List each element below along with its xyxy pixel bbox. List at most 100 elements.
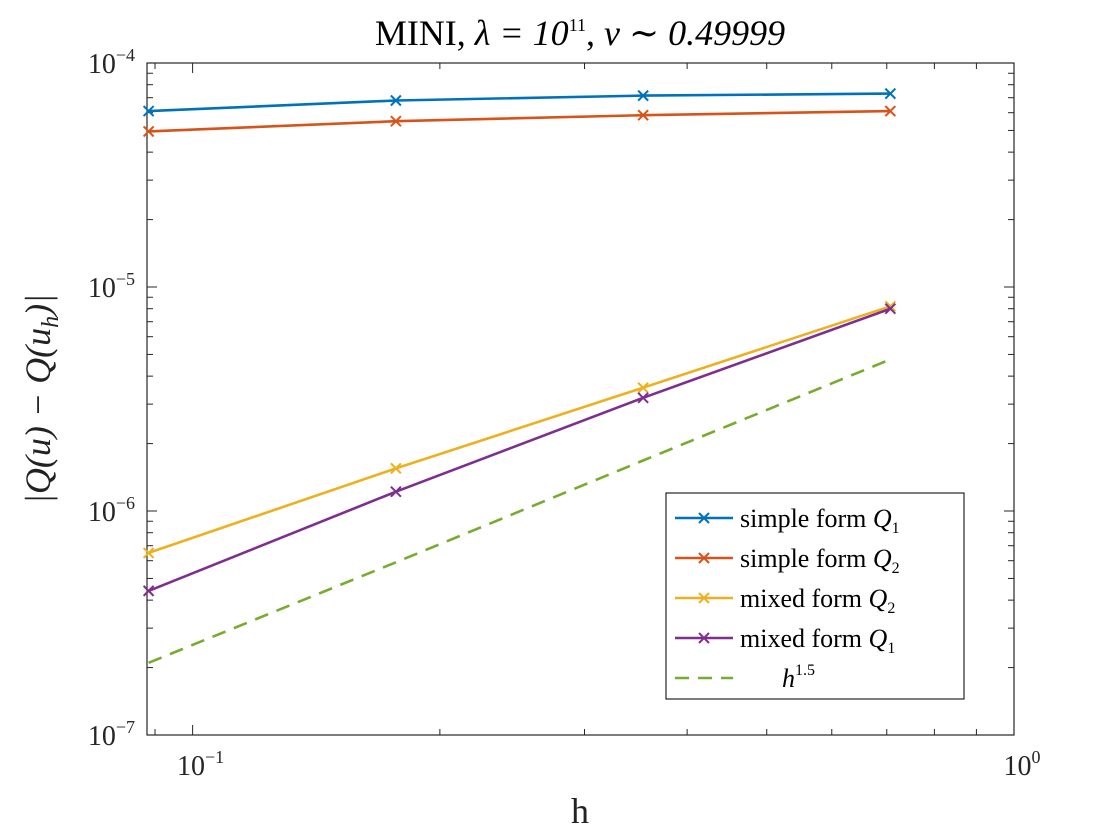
legend-label: simple form Q1 [740,504,900,537]
x-tick-label: 100 [1004,747,1041,782]
y-tick-label-exponent: −5 [116,269,135,289]
series-4 [142,303,897,597]
legend-label-superscript: 1.5 [795,662,815,679]
legend-label-symbol: Q [873,504,892,533]
marker-stroke [390,115,402,127]
x-tick-label: 10−1 [177,747,224,782]
y-tick-label: 10−7 [88,717,135,752]
data-point [637,392,649,404]
legend-label-text: simple form [740,544,873,573]
marker-stroke [390,462,402,475]
legend-box [665,492,965,700]
legend-label-symbol: Q [873,544,892,573]
legend-label-subscript: 1 [892,520,900,537]
data-point [637,382,649,394]
series-line [148,305,891,555]
legend-label-symbol: h [782,664,795,693]
title-nu: ν ∼ 0.49999 [604,13,785,53]
legend-label: simple form Q2 [740,544,900,577]
series-layer [142,87,897,665]
marker-stroke [390,94,402,107]
legend-label-symbol: Q [869,624,888,653]
y-tick-label: 10−5 [88,269,135,304]
data-point [637,109,649,121]
x-tick-labels: 10−1 100 [177,747,1040,782]
marker-stroke [390,485,402,498]
marker-stroke [637,382,649,394]
data-point [142,105,155,117]
series-line [148,92,891,113]
legend-label: mixed form Q2 [740,584,895,617]
marker-stroke [698,592,710,604]
marker-stroke [884,105,897,117]
series-line [148,307,891,593]
marker-stroke [884,87,897,100]
title-lambda: λ = 10 [474,13,569,53]
y-tick-labels: 10−410−510−610−7 [88,45,135,752]
marker-stroke [884,303,897,315]
legend-label-subscript: 1 [887,640,895,657]
marker-stroke [142,585,155,597]
marker-stroke [637,392,649,404]
legend-marker [698,552,710,564]
y-tick-label-base: 10 [88,497,116,528]
marker-stroke [142,105,155,117]
legend-marker [698,512,710,524]
data-point [142,125,155,138]
minor-ticks [147,63,1014,735]
y-axis-label-subscript: h [38,316,64,328]
series-5 [148,358,891,665]
data-point [884,105,897,117]
y-tick-label-base: 10 [88,49,116,80]
data-point [390,485,402,498]
legend-item: mixed form Q2 [675,584,895,617]
legend-label-text: mixed form [740,624,869,653]
marker-stroke [698,552,710,564]
legend-label: mixed form Q1 [740,624,895,657]
major-ticks [147,62,1015,736]
y-tick-label-exponent: −4 [116,45,135,65]
legend-label: h1.5 [782,662,815,693]
legend-item: mixed form Q1 [675,624,895,657]
series-2 [142,105,897,138]
y-tick-label: 10−4 [88,45,135,80]
data-point [142,547,155,559]
marker-stroke [142,547,155,559]
legend-item: h1.5 [675,662,815,693]
legend-label-text: simple form [740,504,873,533]
title-separator: , [586,13,604,53]
marker-stroke [637,109,649,121]
title-lambda-exponent: 11 [569,15,586,35]
chart-title: MINI, λ = 1011, ν ∼ 0.49999 [375,13,785,53]
data-point [390,94,402,107]
title-prefix: MINI, [375,13,475,53]
marker-stroke [142,125,155,138]
y-tick-label-exponent: −6 [116,493,135,513]
y-tick-label-exponent: −7 [116,717,135,737]
x-axis-label: h [571,791,589,831]
y-axis-label-end: )| [18,294,58,318]
data-point [637,89,649,102]
legend-marker [698,632,710,644]
series-1 [142,87,897,117]
y-tick-label: 10−6 [88,493,135,528]
x-tick-label-exponent: 0 [1032,747,1041,767]
x-tick-label-base: 10 [177,751,205,782]
legend-marker [698,592,710,604]
x-tick-label-exponent: −1 [205,747,224,767]
marker-stroke [698,632,710,644]
legend-label-subscript: 2 [887,600,895,617]
y-tick-label-base: 10 [88,721,116,752]
data-point [884,303,897,315]
legend-item: simple form Q2 [675,544,900,577]
series-line [148,358,891,665]
legend-label-text: mixed form [740,584,869,613]
y-axis-label-main: |Q(u) − Q(u [18,328,58,504]
series-line [148,109,891,133]
y-tick-label-base: 10 [88,273,116,304]
marker-stroke [637,89,649,102]
legend-label-symbol: Q [869,584,888,613]
data-point [884,87,897,100]
